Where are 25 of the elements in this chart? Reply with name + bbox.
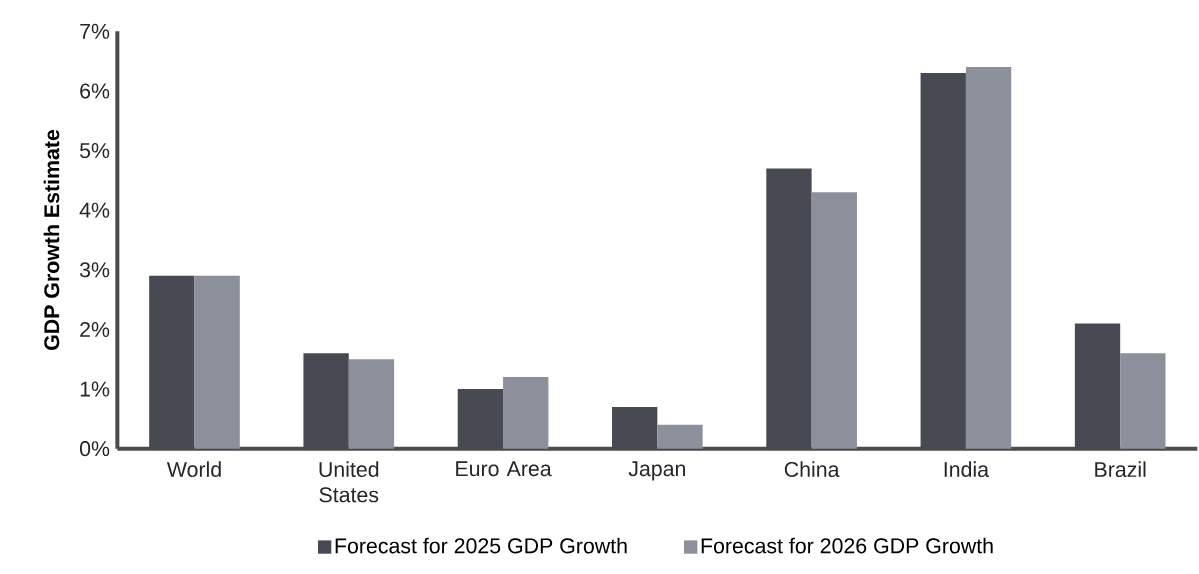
y-tick-label: 0% <box>79 441 110 457</box>
bar <box>503 377 549 449</box>
x-tick-label: China <box>784 461 840 478</box>
y-tick-label: 1% <box>80 381 110 397</box>
legend-label: Forecast for 2025 GDP Growth <box>335 537 627 554</box>
bar <box>965 67 1012 449</box>
x-tick-label: World <box>166 461 221 478</box>
bar <box>657 424 703 449</box>
y-tick-label: 6% <box>80 83 110 99</box>
legend-label: Forecast for 2026 GDP Growth <box>701 537 993 554</box>
x-tick-label: India <box>944 461 990 478</box>
y-tick-label: 2% <box>80 321 110 337</box>
x-tick-label: Euro Area <box>456 461 552 477</box>
x-tick-label: Japan <box>628 461 685 481</box>
bar <box>1120 353 1166 449</box>
bar <box>348 359 395 449</box>
bar <box>811 192 857 449</box>
x-tick-label: Brazil <box>1095 461 1146 478</box>
y-tick-label: 7% <box>80 23 110 39</box>
y-tick-label: 3% <box>79 262 110 278</box>
y-tick-label: 4% <box>79 202 110 218</box>
x-tick-label: United States <box>319 461 379 503</box>
bar <box>194 275 240 449</box>
y-axis-title: GDP Growth Estimate <box>43 129 60 350</box>
y-tick-label: 5% <box>79 143 110 159</box>
